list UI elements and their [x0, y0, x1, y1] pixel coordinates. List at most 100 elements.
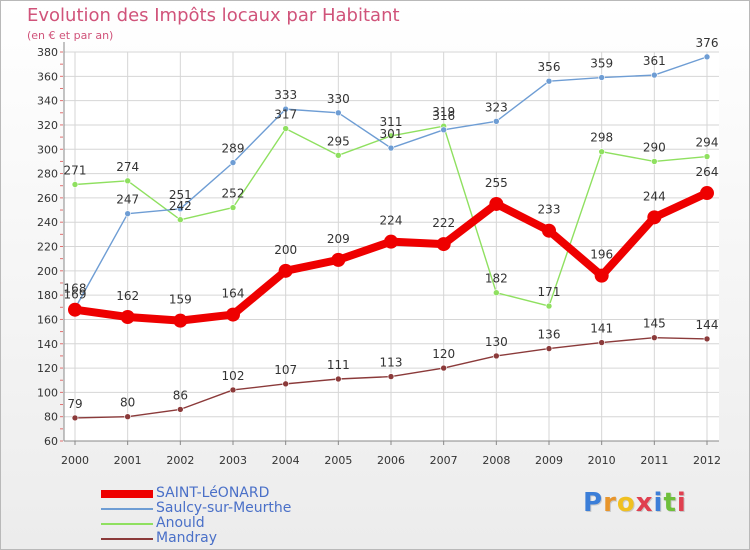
y-tick-label: 60: [44, 435, 58, 448]
data-point: [598, 74, 605, 81]
logo-letter: x: [635, 488, 654, 518]
data-label: 224: [380, 214, 403, 228]
data-label: 295: [327, 134, 350, 148]
data-label: 361: [643, 54, 666, 68]
data-point: [440, 126, 447, 134]
data-point: [120, 310, 135, 325]
data-point: [493, 289, 500, 296]
data-label: 271: [64, 164, 87, 178]
x-tick-label: 2008: [482, 454, 510, 467]
data-label: 289: [222, 142, 245, 156]
data-label: 359: [590, 57, 613, 71]
proxiti-logo: Proxiti: [583, 488, 687, 518]
y-tick-label: 100: [37, 386, 58, 399]
x-tick-label: 2005: [324, 454, 352, 467]
data-point: [335, 375, 342, 383]
data-point: [384, 234, 398, 249]
data-point: [71, 181, 79, 188]
data-label: 159: [169, 293, 192, 307]
data-point: [71, 414, 79, 422]
data-label: 251: [169, 188, 192, 202]
data-label: 222: [432, 216, 455, 230]
data-point: [651, 158, 658, 165]
data-point: [226, 307, 240, 322]
y-tick-label: 220: [37, 241, 58, 254]
x-tick-label: 2010: [588, 454, 616, 467]
data-point: [173, 313, 188, 328]
data-point: [651, 71, 658, 79]
legend-swatch-anould: [101, 523, 153, 525]
y-tick-label: 240: [37, 216, 58, 229]
data-point: [542, 223, 556, 238]
data-label: 356: [538, 60, 561, 74]
data-point: [489, 196, 504, 211]
data-point: [647, 210, 662, 225]
logo-letter: r: [603, 488, 617, 518]
legend-item-saint-leonard: SAINT-LéONARD: [101, 485, 361, 501]
data-label: 311: [380, 115, 403, 129]
data-point: [545, 77, 553, 85]
data-point: [703, 335, 711, 343]
data-label: 107: [274, 363, 297, 377]
y-tick-label: 140: [37, 338, 58, 351]
legend-item-anould: Anould: [101, 515, 361, 531]
data-label: 298: [590, 131, 613, 145]
legend-item-saulcy-sur-meurthe: Saulcy-sur-Meurthe: [101, 500, 361, 516]
legend-label-saulcy-sur-meurthe: Saulcy-sur-Meurthe: [156, 500, 292, 516]
data-point: [387, 373, 395, 380]
data-label: 113: [380, 356, 403, 370]
data-label: 169: [64, 287, 87, 301]
data-point: [282, 105, 289, 113]
data-label: 294: [696, 136, 719, 150]
x-tick-label: 2012: [693, 454, 721, 467]
logo-letter: P: [583, 488, 604, 518]
data-point: [177, 216, 184, 224]
data-label: 168: [64, 282, 87, 296]
data-point: [703, 53, 711, 61]
chart-subtitle: (en € et par an): [27, 29, 114, 42]
data-label: 244: [643, 189, 666, 203]
y-tick-label: 260: [37, 192, 58, 205]
data-point: [700, 186, 714, 201]
y-tick-label: 80: [44, 411, 58, 424]
x-tick-label: 2002: [166, 454, 194, 467]
data-label: 301: [380, 127, 403, 141]
data-label: 247: [116, 193, 139, 207]
data-label: 171: [538, 285, 561, 299]
data-label: 145: [643, 317, 666, 331]
legend-label-saint-leonard: SAINT-LéONARD: [156, 485, 270, 501]
data-point: [387, 132, 395, 140]
data-label: 264: [696, 165, 719, 179]
x-tick-label: 2004: [272, 454, 300, 467]
data-point: [124, 210, 131, 217]
y-tick-label: 200: [37, 265, 58, 278]
chart-legend: SAINT-LéONARD Saulcy-sur-Meurthe Anould …: [101, 485, 361, 546]
data-label: 164: [222, 287, 245, 301]
y-tick-label: 340: [37, 95, 58, 108]
x-tick-label: 2006: [377, 454, 405, 467]
data-label: 323: [485, 100, 508, 114]
data-label: 316: [432, 109, 455, 123]
data-label: 330: [327, 92, 350, 106]
logo-letter: i: [676, 488, 687, 518]
data-point: [335, 152, 342, 159]
legend-item-mandray: Mandray: [101, 530, 361, 546]
x-tick-label: 2001: [114, 454, 142, 467]
data-point: [436, 237, 451, 252]
data-label: 196: [590, 248, 613, 262]
data-point: [177, 205, 184, 213]
data-point: [278, 263, 293, 278]
data-point: [440, 364, 447, 372]
data-label: 242: [169, 199, 192, 213]
data-point: [68, 302, 82, 317]
data-label: 79: [67, 397, 82, 411]
data-point: [703, 153, 711, 160]
data-point: [545, 302, 553, 310]
data-label: 252: [222, 187, 245, 201]
y-tick-label: 280: [37, 168, 58, 181]
data-point: [124, 177, 131, 185]
data-label: 319: [432, 105, 455, 119]
data-point: [493, 352, 500, 360]
